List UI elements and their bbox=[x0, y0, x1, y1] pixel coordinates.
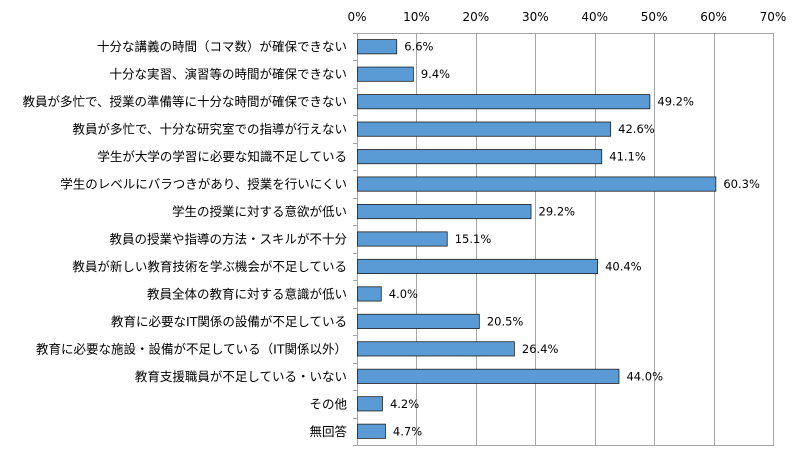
category-label: 学生のレベルにバラつきがあり、授業を行いにくい bbox=[60, 177, 347, 192]
x-tick-label: 60% bbox=[700, 10, 727, 24]
data-label: 4.7% bbox=[393, 424, 422, 438]
category-label: 教員が新しい教育技術を学ぶ機会が不足している bbox=[72, 259, 347, 274]
data-label: 40.4% bbox=[605, 259, 642, 273]
bar bbox=[357, 396, 383, 412]
x-tick-label: 40% bbox=[581, 10, 608, 24]
category-label: 無回答 bbox=[309, 424, 347, 439]
category-label: 十分な実習、演習等の時間が確保できない bbox=[109, 67, 347, 82]
data-label: 42.6% bbox=[618, 122, 655, 136]
category-label: 教育に必要なIT関係の設備が不足している bbox=[111, 314, 347, 329]
bar bbox=[357, 341, 515, 357]
data-label: 29.2% bbox=[539, 205, 576, 219]
data-label: 44.0% bbox=[626, 369, 663, 383]
bar bbox=[357, 423, 386, 439]
x-tick-label: 30% bbox=[522, 10, 549, 24]
category-label: 十分な講義の時間（コマ数）が確保できない bbox=[97, 39, 347, 54]
bar bbox=[357, 368, 620, 384]
data-label: 4.2% bbox=[390, 397, 419, 411]
category-label: 学生の授業に対する意欲が低い bbox=[172, 204, 347, 219]
x-tick-label: 70% bbox=[760, 10, 787, 24]
category-label: 教員全体の教育に対する意識が低い bbox=[147, 286, 347, 301]
x-tick-label: 50% bbox=[641, 10, 668, 24]
category-label: 教員が多忙で、授業の準備等に十分な時間が確保できない bbox=[22, 94, 347, 109]
data-label: 6.6% bbox=[404, 40, 433, 54]
category-label: 教員の授業や指導の方法・スキルが不十分 bbox=[109, 232, 347, 247]
category-label: その他 bbox=[309, 396, 347, 411]
data-label: 20.5% bbox=[487, 314, 524, 328]
bar bbox=[357, 39, 398, 55]
x-tick-label: 0% bbox=[347, 10, 366, 24]
data-label: 26.4% bbox=[522, 342, 559, 356]
x-tick-label: 20% bbox=[463, 10, 490, 24]
x-tick-label: 10% bbox=[403, 10, 430, 24]
data-label: 9.4% bbox=[421, 67, 450, 81]
bar bbox=[357, 176, 717, 192]
category-label: 教員が多忙で、十分な研究室での指導が行えない bbox=[72, 122, 347, 137]
bar bbox=[357, 121, 612, 137]
data-label: 49.2% bbox=[657, 95, 694, 109]
bar bbox=[357, 258, 598, 275]
data-label: 4.0% bbox=[389, 287, 418, 301]
bar bbox=[357, 203, 532, 220]
data-label: 41.1% bbox=[609, 150, 646, 164]
category-label: 教育に必要な施設・設備が不足している（IT関係以外） bbox=[36, 341, 347, 356]
category-label: 教育支援職員が不足している・いない bbox=[135, 369, 347, 384]
bar bbox=[357, 149, 603, 165]
bar bbox=[357, 286, 382, 302]
bar bbox=[357, 66, 414, 82]
category-label: 学生が大学の学習に必要な知識不足している bbox=[97, 149, 347, 164]
bar bbox=[357, 231, 448, 247]
data-label: 15.1% bbox=[455, 232, 492, 246]
data-label: 60.3% bbox=[723, 177, 760, 191]
bar bbox=[357, 313, 480, 329]
bar bbox=[357, 94, 651, 110]
